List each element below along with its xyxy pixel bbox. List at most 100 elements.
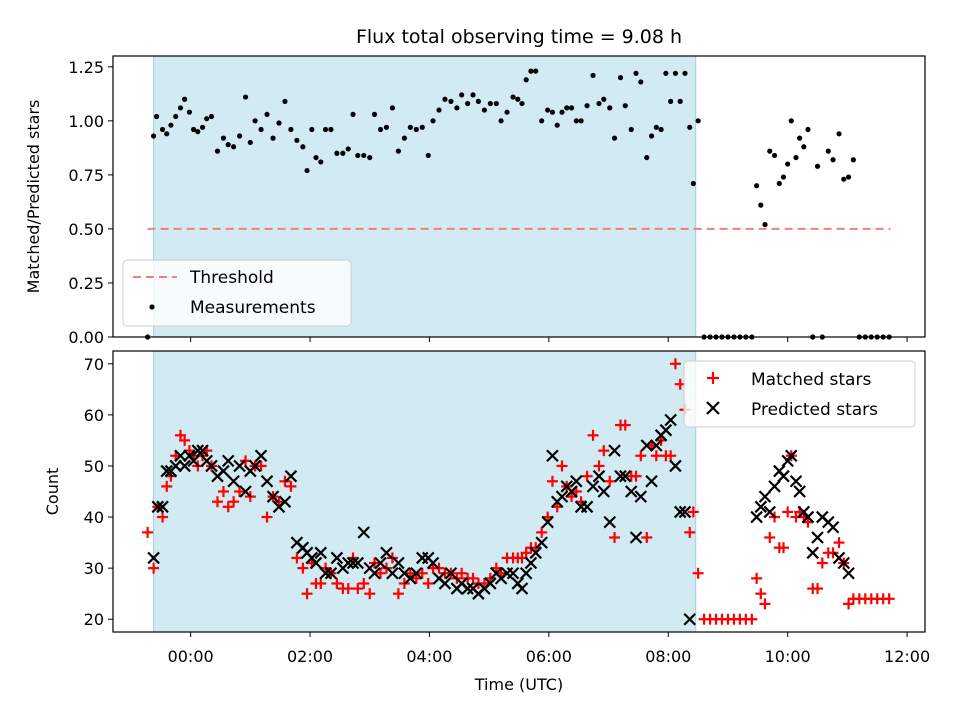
measurement-point — [533, 68, 539, 74]
measurement-point — [695, 118, 701, 124]
y-tick-label: 1.00 — [68, 112, 104, 131]
measurement-point — [607, 105, 613, 111]
bottom-x-ticks: 00:00 02:00 04:00 06:00 08:00 10:00 12:00 — [168, 632, 930, 666]
measurement-point — [304, 167, 310, 174]
predicted-star-point — [309, 556, 323, 570]
bottom-legend: Matched stars Predicted stars — [683, 360, 916, 428]
measurement-point — [498, 118, 504, 124]
y-tick-label: 0.50 — [68, 220, 104, 239]
predicted-star-point — [386, 566, 399, 580]
measurement-point — [504, 109, 510, 115]
predicted-star-point — [673, 505, 687, 519]
predicted-star-point — [546, 449, 559, 463]
matched-star-point — [746, 613, 758, 625]
measurement-point — [554, 122, 560, 128]
predicted-star-point — [324, 566, 338, 580]
predicted-star-point — [608, 444, 621, 457]
measurement-point — [159, 126, 166, 133]
predicted-star-point — [187, 454, 200, 468]
predicted-star-point — [614, 469, 627, 483]
predicted-star-point — [634, 490, 648, 503]
x-tick-label: 12:00 — [884, 647, 930, 666]
measurement-point — [322, 126, 329, 133]
measurement-point — [628, 126, 634, 133]
measurement-point — [788, 118, 794, 124]
predicted-star-point — [669, 459, 682, 473]
x-tick-label: 04:00 — [406, 647, 452, 666]
predicted-star-point — [659, 423, 673, 437]
matched-star-point — [352, 583, 364, 595]
predicted-star-point — [444, 566, 458, 580]
predicted-stars-series — [147, 413, 855, 626]
matched-star-point — [211, 496, 223, 508]
matched-star-point — [234, 486, 246, 497]
measurement-point — [622, 103, 628, 109]
matched-star-point — [684, 526, 696, 538]
matched-star-point — [536, 526, 548, 538]
predicted-star-point — [392, 556, 405, 570]
measurement-point — [430, 118, 436, 124]
predicted-star-point — [519, 566, 533, 580]
predicted-star-point — [570, 475, 583, 488]
chart-title: Flux total observing time = 9.08 h — [356, 26, 682, 48]
matched-star-point — [467, 572, 479, 584]
legend-predicted-label: Predicted stars — [751, 400, 878, 420]
measurement-point — [493, 100, 499, 107]
measurement-point — [633, 70, 639, 76]
predicted-star-point — [664, 413, 677, 427]
measurement-point — [208, 113, 215, 120]
matched-star-point — [392, 588, 404, 600]
predicted-star-point — [426, 556, 440, 570]
predicted-star-point — [806, 546, 820, 560]
measurement-point — [601, 96, 607, 102]
matched-star-point — [641, 531, 653, 543]
matched-star-point — [315, 577, 327, 589]
matched-star-point — [148, 562, 160, 574]
measurement-point — [793, 154, 799, 161]
predicted-star-point — [284, 469, 298, 483]
predicted-star-point — [239, 485, 252, 498]
y-tick-label: 0.25 — [68, 274, 104, 293]
predicted-star-point — [233, 459, 246, 473]
matched-star-point — [883, 593, 895, 605]
measurement-point — [282, 98, 288, 104]
top-y-axis-label: Matched/Predicted stars — [24, 100, 43, 294]
predicted-star-point — [784, 449, 798, 463]
measurement-point — [690, 180, 696, 187]
predicted-star-point — [217, 464, 230, 478]
matched-star-point — [358, 577, 370, 589]
measurement-point — [377, 126, 384, 133]
predicted-star-point — [683, 612, 697, 626]
measurement-point — [568, 105, 575, 111]
measurement-point — [850, 157, 856, 163]
matched-star-point — [777, 542, 789, 554]
measurement-point — [318, 159, 324, 165]
predicted-star-point — [374, 556, 387, 570]
matched-star-point — [843, 598, 855, 610]
measurement-point — [247, 139, 253, 146]
measurement-point — [407, 124, 413, 130]
predicted-star-point — [618, 469, 632, 483]
matched-star-point — [630, 470, 642, 482]
matched-star-point — [833, 537, 845, 549]
legend-measurements-swatch — [149, 304, 155, 310]
y-tick-label: 0.75 — [68, 166, 104, 185]
measurement-point — [644, 154, 650, 161]
matched-star-point — [556, 460, 568, 472]
matched-star-point — [398, 577, 410, 589]
predicted-star-point — [754, 500, 768, 514]
measurement-point — [413, 126, 419, 133]
measurement-point — [355, 152, 361, 159]
measurement-point — [231, 144, 237, 150]
measurement-point — [288, 126, 294, 133]
measurement-point — [814, 163, 821, 169]
y-tick-label: 50 — [84, 457, 104, 476]
measurement-point — [442, 96, 448, 102]
measurement-point — [776, 180, 782, 187]
matched-star-point — [546, 475, 558, 487]
measurement-point — [841, 176, 847, 182]
measurement-point — [677, 98, 683, 104]
predicted-star-point — [777, 469, 790, 483]
measurement-point — [564, 105, 570, 111]
predicted-star-point — [524, 556, 538, 570]
